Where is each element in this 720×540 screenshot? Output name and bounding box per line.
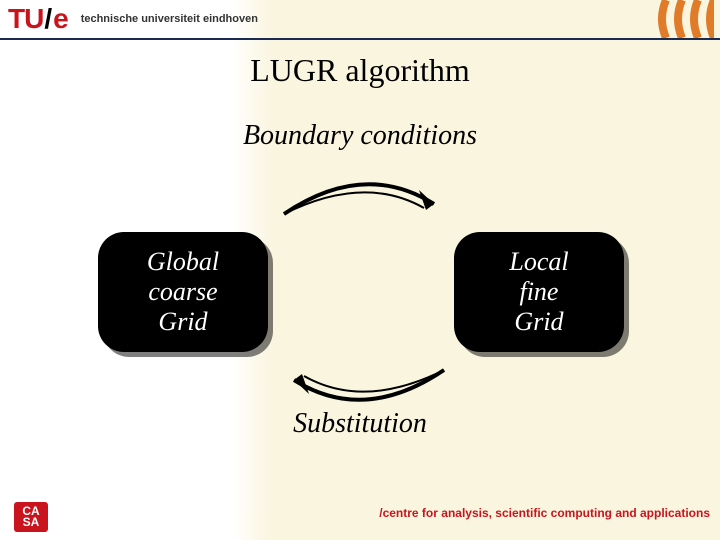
footer-logo-icon: CASA [14,502,48,532]
slide: TU / e technische universiteit eindhoven… [0,0,720,540]
footer-text: /centre for analysis, scientific computi… [379,506,710,520]
logo-slash: / [44,3,52,35]
footer: CASA /centre for analysis, scientific co… [0,494,720,540]
header: TU / e technische universiteit eindhoven [0,0,720,38]
node-left-text: Global coarse Grid [147,247,219,337]
node-local-fine-grid: Local fine Grid [454,232,624,352]
diagram-label-top: Boundary conditions [0,120,720,152]
arrow-top-icon [274,168,454,224]
slide-title: LUGR algorithm [0,52,720,89]
header-stripes-icon [658,0,714,38]
diagram-label-bottom: Substitution [0,408,720,440]
header-divider [0,38,720,40]
university-name: technische universiteit eindhoven [81,13,258,25]
node-global-coarse-grid: Global coarse Grid [98,232,268,352]
logo-tu: TU [8,3,43,35]
node-right-text: Local fine Grid [509,247,568,337]
logo-e: e [53,3,69,35]
